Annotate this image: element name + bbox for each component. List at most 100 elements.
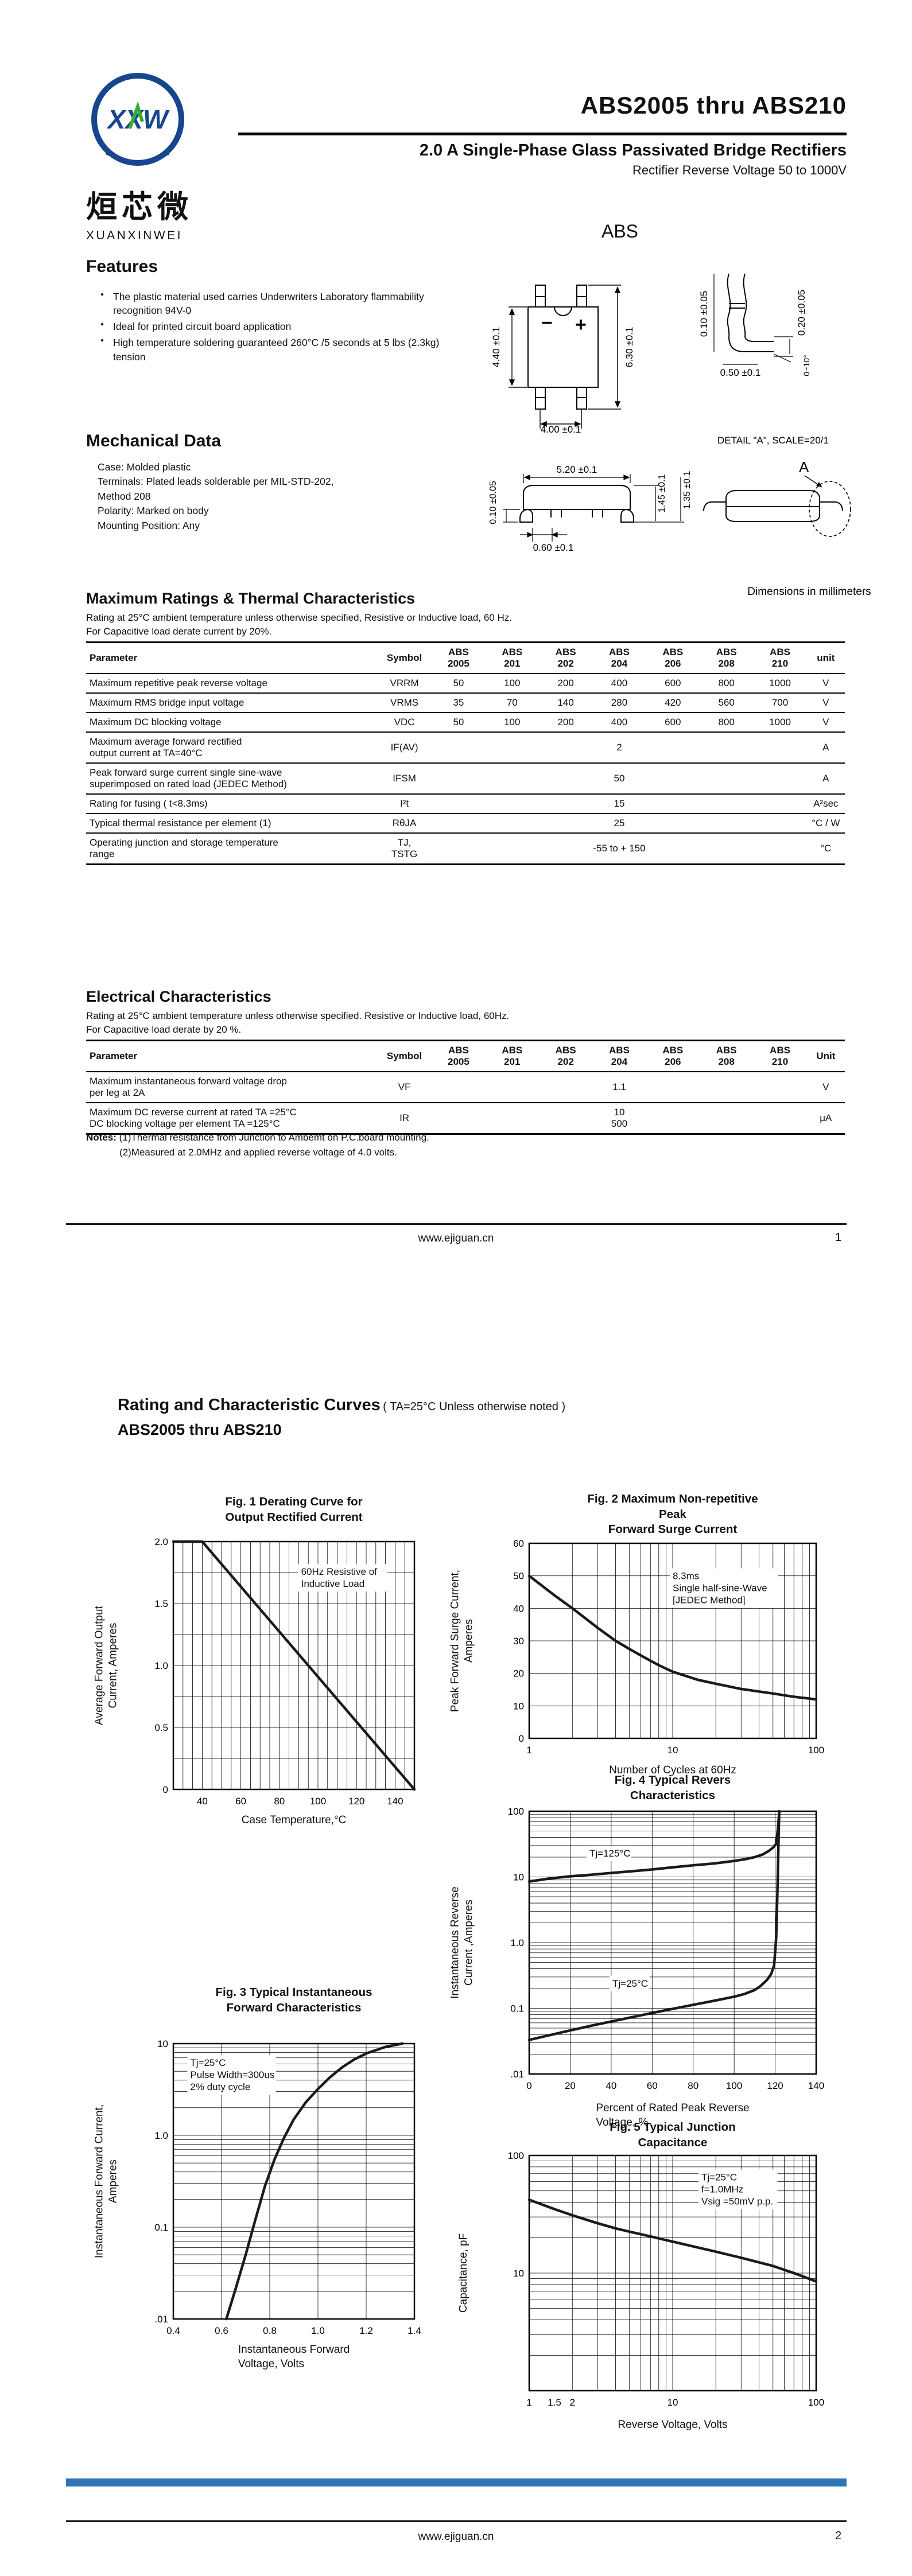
doc-subtitle2: Rectifier Reverse Voltage 50 to 1000V bbox=[632, 163, 847, 177]
svg-text:120: 120 bbox=[767, 2080, 783, 2091]
fig1-derating-curve: Fig. 1 Derating Curve for Output Rectifi… bbox=[80, 1495, 459, 1850]
svg-text:0.4: 0.4 bbox=[166, 2325, 180, 2336]
svg-text:A: A bbox=[799, 458, 809, 476]
svg-text:4.40 ±0.1: 4.40 ±0.1 bbox=[491, 327, 502, 368]
fig1-title: Fig. 1 Derating Curve for Output Rectifi… bbox=[225, 1495, 363, 1524]
electrical-heading: Electrical Characteristics bbox=[86, 988, 271, 1005]
table-row: Peak forward surge current single sine-w… bbox=[86, 763, 845, 795]
svg-text:2.0: 2.0 bbox=[154, 1536, 168, 1547]
electrical-note1: Rating at 25°C ambient temperature unles… bbox=[86, 1010, 510, 1021]
svg-text:40: 40 bbox=[513, 1603, 524, 1614]
footer-site-p1: www.ejiguan.cn bbox=[418, 1232, 494, 1244]
svg-text:0.8: 0.8 bbox=[263, 2325, 277, 2336]
notes-line2: (2)Measured at 2.0MHz and applied revers… bbox=[119, 1147, 397, 1158]
electrical-table: Parameter Symbol ABS 2005 ABS 201 ABS 202 ABS… bbox=[86, 1040, 845, 1135]
fig5-xlabel: Reverse Voltage, Volts bbox=[618, 2419, 728, 2431]
svg-text:10: 10 bbox=[513, 1701, 524, 1711]
svg-text:80: 80 bbox=[274, 1796, 285, 1807]
svg-text:Tj=125°C: Tj=125°C bbox=[589, 1848, 631, 1859]
svg-text:0.1: 0.1 bbox=[510, 2003, 524, 2014]
svg-text:1: 1 bbox=[526, 1745, 531, 1756]
svg-text:0: 0 bbox=[526, 2080, 531, 2091]
fig2-surge-current: Fig. 2 Maximum Non-repetitive Peak Forwa… bbox=[442, 1492, 844, 1796]
svg-text:0.10 ±0.05: 0.10 ±0.05 bbox=[698, 291, 709, 337]
curves-heading-note: ( TA=25°C Unless otherwise noted ) bbox=[383, 1400, 566, 1413]
column-header: ABS 210 bbox=[753, 642, 807, 674]
table-row: Typical thermal resistance per element (… bbox=[86, 814, 845, 834]
feature-item: Ideal for printed circuit board applicat… bbox=[100, 320, 468, 333]
svg-text:60: 60 bbox=[235, 1796, 246, 1807]
fig3-forward-characteristics: Fig. 3 Typical Instantaneous Forward Cha… bbox=[80, 1985, 459, 2387]
svg-text:Tj=25°C: Tj=25°C bbox=[612, 1978, 648, 1989]
fig5-ylabel: Capacitance, pF bbox=[457, 2233, 470, 2313]
svg-text:[JEDEC Method]: [JEDEC Method] bbox=[673, 1595, 746, 1606]
svg-text:0.60 ±0.1: 0.60 ±0.1 bbox=[533, 542, 574, 553]
fig1-plot: 60Hz Resistive of Inductive Load 40 60 80 100… bbox=[138, 1535, 422, 1813]
svg-text:0: 0 bbox=[163, 1784, 168, 1795]
fig3-plot: Tj=25°C Pulse Width=300us 2% duty cycle 0.4… bbox=[138, 2037, 422, 2342]
detail-scale-note: DETAIL "A", SCALE=20/1 bbox=[717, 435, 829, 446]
brand-logo: XXW 烜芯微 XUANXINWEI bbox=[86, 69, 212, 243]
fig4-plot: Tj=125°C Tj=25°C 0 20 40 60 80 100 120 140 .01 0.1 1… bbox=[494, 1804, 825, 2098]
curves-heading: Rating and Characteristic Curves ( TA=25… bbox=[118, 1396, 864, 1415]
column-header: ABS 206 bbox=[646, 1040, 700, 1072]
svg-text:100: 100 bbox=[726, 2080, 742, 2091]
footer-rule-p1 bbox=[66, 1223, 847, 1225]
fig2-title: Fig. 2 Maximum Non-repetitive Peak Forwa… bbox=[587, 1492, 758, 1536]
svg-text:10: 10 bbox=[513, 1872, 524, 1883]
dimensions-note: Dimensions in millimeters bbox=[747, 586, 871, 598]
svg-text:1.4: 1.4 bbox=[408, 2325, 421, 2336]
column-header: ABS 210 bbox=[753, 1040, 807, 1072]
fig3-title: Fig. 3 Typical Instantaneous Forward Cha… bbox=[215, 1986, 372, 2014]
page-2: Rating and Characteristic Curves ( TA=25… bbox=[0, 1288, 912, 2576]
fig2-plot: 8.3ms Single half-sine-Wave [JEDEC Method]… bbox=[494, 1536, 824, 1762]
svg-text:1.5: 1.5 bbox=[154, 1598, 168, 1609]
svg-text:30: 30 bbox=[513, 1636, 524, 1647]
column-header: Symbol bbox=[377, 1040, 432, 1072]
svg-text:10: 10 bbox=[667, 1745, 678, 1756]
svg-text:0: 0 bbox=[519, 1733, 524, 1744]
svg-text:50: 50 bbox=[513, 1571, 524, 1582]
fig4-title: Fig. 4 Typical Revers Characteristics bbox=[614, 1773, 731, 1802]
column-header: Parameter bbox=[86, 642, 377, 674]
fig1-ylabel: Average Forward Output Current, Amperes bbox=[93, 1606, 119, 1725]
svg-text:120: 120 bbox=[348, 1796, 364, 1807]
svg-text:Inductive Load: Inductive Load bbox=[301, 1578, 365, 1589]
svg-text:1.35 ±0.1: 1.35 ±0.1 bbox=[682, 471, 692, 509]
column-header: ABS 208 bbox=[699, 1040, 754, 1072]
svg-text:2: 2 bbox=[570, 2397, 575, 2408]
svg-text:.01: .01 bbox=[154, 2314, 168, 2325]
column-header: Parameter bbox=[86, 1040, 377, 1072]
curves-heading-sub: ABS2005 thru ABS210 bbox=[118, 1421, 282, 1438]
svg-text:2% duty cycle: 2% duty cycle bbox=[190, 2081, 250, 2092]
footer-page-num-p2: 2 bbox=[835, 2530, 842, 2542]
svg-text:1.0: 1.0 bbox=[311, 2325, 325, 2336]
brand-romanized: XUANXINWEI bbox=[86, 229, 183, 242]
svg-text:40: 40 bbox=[606, 2080, 616, 2091]
svg-text:Vsig =50mV p.p.: Vsig =50mV p.p. bbox=[701, 2196, 773, 2207]
column-header: unit bbox=[806, 642, 845, 674]
svg-text:8.3ms: 8.3ms bbox=[673, 1571, 699, 1582]
column-header: Unit bbox=[806, 1040, 845, 1072]
svg-text:0~10°: 0~10° bbox=[802, 355, 811, 376]
package-diagram-side: 0.10 ±0.05 5.20 ±0.1 1.45 ±0.1 1.35 ±0.1… bbox=[488, 427, 901, 600]
svg-text:0.20 ±0.05: 0.20 ±0.05 bbox=[796, 290, 807, 336]
fig1-xlabel: Case Temperature,°C bbox=[241, 1814, 347, 1826]
feature-item: The plastic material used carries Underw… bbox=[100, 290, 468, 317]
column-header: ABS 208 bbox=[699, 642, 754, 674]
svg-text:0.50 ±0.1: 0.50 ±0.1 bbox=[720, 367, 761, 378]
svg-text:60: 60 bbox=[513, 1538, 524, 1549]
svg-text:20: 20 bbox=[565, 2080, 576, 2091]
title-rule bbox=[238, 133, 847, 135]
svg-text:1: 1 bbox=[526, 2397, 531, 2408]
column-header: ABS 204 bbox=[592, 642, 646, 674]
ratings-heading: Maximum Ratings & Thermal Characteristic… bbox=[86, 590, 416, 607]
table-row: Maximum DC reverse current at rated TA =… bbox=[86, 1103, 845, 1135]
fig4-xlabel: Percent of Rated Peak Reverse Voltage, % bbox=[596, 2102, 750, 2128]
svg-text:1.0: 1.0 bbox=[154, 2130, 168, 2141]
notes-text1: (1)Thermal resistance from Junction to A… bbox=[119, 1132, 429, 1143]
svg-text:Pulse Width=300us: Pulse Width=300us bbox=[190, 2069, 274, 2080]
svg-text:1.45 ±0.1: 1.45 ±0.1 bbox=[657, 474, 667, 513]
column-header: ABS 201 bbox=[485, 1040, 539, 1072]
